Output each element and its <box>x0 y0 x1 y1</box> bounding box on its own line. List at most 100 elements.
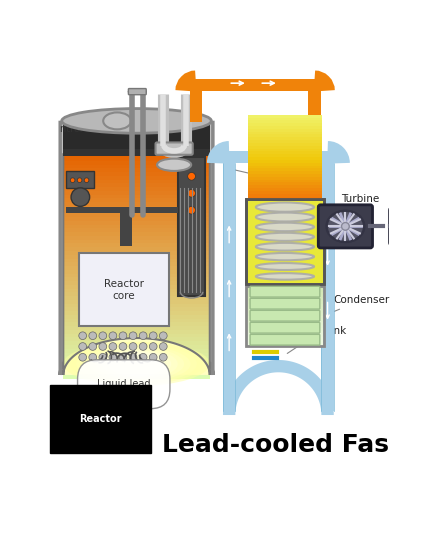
FancyBboxPatch shape <box>318 205 372 248</box>
Polygon shape <box>248 140 322 143</box>
Polygon shape <box>248 123 322 126</box>
Polygon shape <box>247 337 323 340</box>
Text: Heat Sink: Heat Sink <box>287 326 346 354</box>
Polygon shape <box>64 232 210 236</box>
Polygon shape <box>248 168 322 171</box>
Polygon shape <box>64 274 210 278</box>
Circle shape <box>129 354 137 361</box>
Polygon shape <box>247 331 323 334</box>
Polygon shape <box>247 322 323 324</box>
Polygon shape <box>247 340 323 343</box>
Polygon shape <box>64 334 210 337</box>
Polygon shape <box>64 341 210 345</box>
Ellipse shape <box>256 253 314 260</box>
FancyBboxPatch shape <box>250 322 320 333</box>
Circle shape <box>119 354 127 361</box>
Polygon shape <box>64 217 210 221</box>
Circle shape <box>89 354 97 361</box>
Ellipse shape <box>103 113 131 129</box>
Polygon shape <box>64 213 210 217</box>
FancyBboxPatch shape <box>190 79 308 91</box>
FancyBboxPatch shape <box>223 151 334 163</box>
Polygon shape <box>64 229 210 232</box>
Polygon shape <box>64 368 210 371</box>
Polygon shape <box>64 183 210 187</box>
Polygon shape <box>64 307 210 311</box>
Polygon shape <box>248 157 322 160</box>
FancyBboxPatch shape <box>250 298 320 309</box>
Polygon shape <box>64 270 210 274</box>
Polygon shape <box>248 118 322 120</box>
Circle shape <box>109 343 117 350</box>
Circle shape <box>139 332 147 340</box>
Ellipse shape <box>76 344 197 383</box>
Polygon shape <box>64 187 210 191</box>
Polygon shape <box>64 330 210 334</box>
Polygon shape <box>248 197 322 199</box>
Polygon shape <box>247 310 323 313</box>
Polygon shape <box>64 296 210 300</box>
Circle shape <box>129 332 137 340</box>
Text: Generator: Generator <box>0 538 1 539</box>
Polygon shape <box>64 164 210 168</box>
Polygon shape <box>64 161 210 164</box>
Polygon shape <box>248 160 322 163</box>
Polygon shape <box>248 120 322 123</box>
Ellipse shape <box>108 351 165 376</box>
Circle shape <box>149 343 157 350</box>
Polygon shape <box>64 259 210 262</box>
Circle shape <box>119 343 127 350</box>
Circle shape <box>119 332 127 340</box>
Polygon shape <box>64 371 210 375</box>
Polygon shape <box>64 157 210 161</box>
Polygon shape <box>60 122 213 375</box>
Polygon shape <box>248 154 322 157</box>
Ellipse shape <box>256 273 314 280</box>
Polygon shape <box>64 375 210 379</box>
Polygon shape <box>64 251 210 255</box>
Polygon shape <box>64 262 210 266</box>
Circle shape <box>129 343 137 350</box>
Polygon shape <box>64 202 210 206</box>
FancyBboxPatch shape <box>250 310 320 321</box>
Polygon shape <box>247 303 323 307</box>
Circle shape <box>109 354 117 361</box>
Ellipse shape <box>89 347 184 381</box>
FancyBboxPatch shape <box>79 253 169 327</box>
Circle shape <box>99 332 107 340</box>
Polygon shape <box>248 188 322 191</box>
Ellipse shape <box>256 263 314 270</box>
Ellipse shape <box>256 233 314 241</box>
Polygon shape <box>248 129 322 132</box>
Polygon shape <box>64 225 210 229</box>
Circle shape <box>71 188 90 206</box>
Ellipse shape <box>102 350 172 378</box>
Polygon shape <box>64 210 210 213</box>
Circle shape <box>84 178 89 183</box>
Ellipse shape <box>128 89 135 94</box>
Polygon shape <box>247 313 323 316</box>
Polygon shape <box>247 289 323 292</box>
Text: Condenser: Condenser <box>326 295 389 315</box>
Circle shape <box>187 206 195 214</box>
Polygon shape <box>248 115 322 118</box>
Polygon shape <box>67 207 178 213</box>
Polygon shape <box>64 326 210 330</box>
Text: Steam
Generator: Steam Generator <box>249 199 307 225</box>
Polygon shape <box>64 285 210 288</box>
Polygon shape <box>64 168 210 172</box>
FancyBboxPatch shape <box>390 208 432 245</box>
Text: Lead-cooled Fas: Lead-cooled Fas <box>162 433 389 457</box>
Polygon shape <box>64 281 210 285</box>
Polygon shape <box>64 353 210 356</box>
Polygon shape <box>247 298 323 301</box>
Polygon shape <box>64 266 210 270</box>
Polygon shape <box>248 177 322 179</box>
Polygon shape <box>248 183 322 185</box>
Polygon shape <box>247 307 323 310</box>
FancyBboxPatch shape <box>223 151 235 411</box>
Polygon shape <box>247 324 323 328</box>
Text: Header: Header <box>232 169 292 184</box>
Polygon shape <box>64 364 210 368</box>
Polygon shape <box>248 132 322 135</box>
